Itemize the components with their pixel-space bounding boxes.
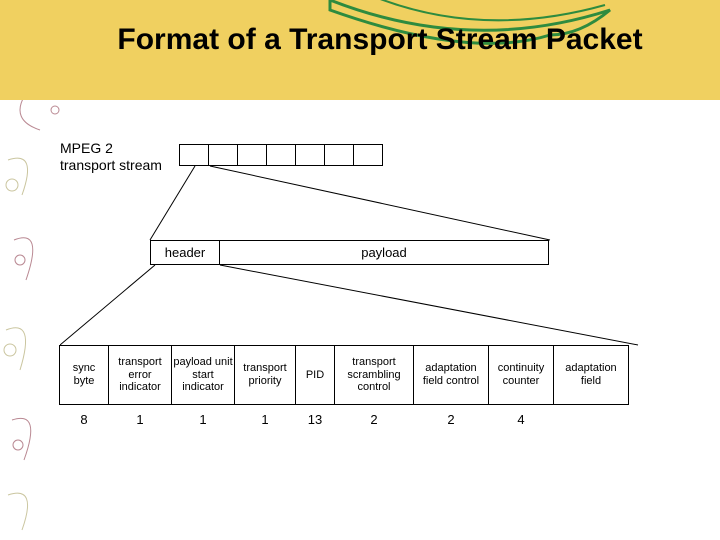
bits-cell: 2: [334, 412, 414, 427]
field-cell: sync byte: [59, 345, 109, 405]
stream-label-line1: MPEG 2: [60, 140, 113, 156]
bits-row: 811113224: [60, 412, 629, 427]
bits-cell: [553, 412, 629, 427]
bits-cell: 2: [413, 412, 489, 427]
bits-cell: 8: [59, 412, 109, 427]
header-payload-row: header payload: [150, 240, 549, 265]
connector-lines: [60, 130, 680, 510]
field-cell: adaptation field control: [413, 345, 489, 405]
field-cell: adaptation field: [553, 345, 629, 405]
packet-cell: [295, 144, 325, 166]
diagram-area: MPEG 2 transport stream header payload s…: [60, 130, 680, 510]
packet-cell: [266, 144, 296, 166]
bits-cell: 13: [295, 412, 335, 427]
bits-cell: 4: [488, 412, 554, 427]
packet-cell: [324, 144, 354, 166]
field-cell: PID: [295, 345, 335, 405]
bits-cell: 1: [171, 412, 235, 427]
page-title: Format of a Transport Stream Packet: [100, 22, 660, 58]
field-cell: transport priority: [234, 345, 296, 405]
packet-cell: [179, 144, 209, 166]
payload-cell: payload: [219, 240, 549, 265]
packet-cell: [353, 144, 383, 166]
field-cell: payload unit start indicator: [171, 345, 235, 405]
field-cell: continuity counter: [488, 345, 554, 405]
stream-label-line2: transport stream: [60, 157, 162, 173]
header-cell: header: [150, 240, 220, 265]
field-cell: transport scrambling control: [334, 345, 414, 405]
fields-row: sync bytetransport error indicatorpayloa…: [60, 345, 629, 405]
packet-row: [180, 144, 383, 166]
packet-cell: [208, 144, 238, 166]
packet-cell: [237, 144, 267, 166]
bits-cell: 1: [234, 412, 296, 427]
stream-label: MPEG 2 transport stream: [60, 140, 162, 174]
field-cell: transport error indicator: [108, 345, 172, 405]
bits-cell: 1: [108, 412, 172, 427]
